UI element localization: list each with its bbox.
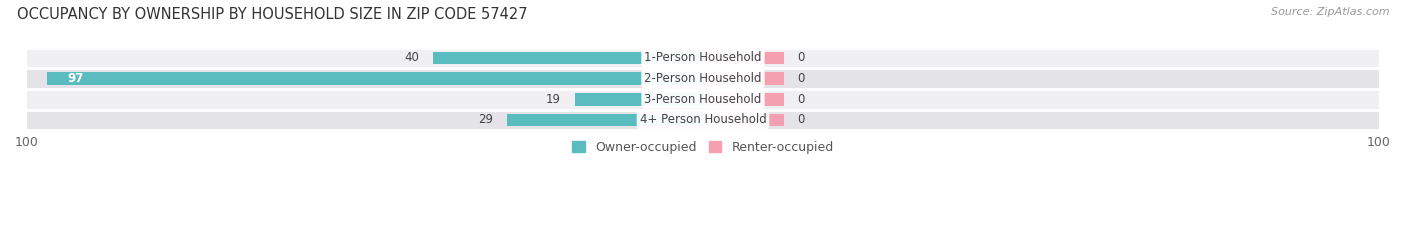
Text: OCCUPANCY BY OWNERSHIP BY HOUSEHOLD SIZE IN ZIP CODE 57427: OCCUPANCY BY OWNERSHIP BY HOUSEHOLD SIZE…	[17, 7, 527, 22]
Text: Source: ZipAtlas.com: Source: ZipAtlas.com	[1271, 7, 1389, 17]
Text: 0: 0	[797, 93, 806, 106]
Text: 2-Person Household: 2-Person Household	[644, 72, 762, 85]
Bar	[27, 48, 1379, 68]
Legend: Owner-occupied, Renter-occupied: Owner-occupied, Renter-occupied	[568, 136, 838, 159]
Bar	[27, 110, 1379, 130]
Bar	[27, 89, 1379, 110]
Text: 97: 97	[67, 72, 84, 85]
Text: 3-Person Household: 3-Person Household	[644, 93, 762, 106]
Text: 19: 19	[546, 93, 561, 106]
Text: 40: 40	[404, 51, 419, 65]
Text: 0: 0	[797, 51, 806, 65]
Text: 0: 0	[797, 113, 806, 127]
Bar	[433, 51, 703, 64]
Bar	[508, 113, 703, 126]
Text: 0: 0	[797, 72, 806, 85]
Text: 29: 29	[478, 113, 494, 127]
Text: 1-Person Household: 1-Person Household	[644, 51, 762, 65]
Bar	[27, 68, 1379, 89]
Bar	[575, 93, 703, 106]
Text: 4+ Person Household: 4+ Person Household	[640, 113, 766, 127]
Bar	[48, 72, 703, 85]
Bar	[703, 51, 785, 64]
Bar	[703, 72, 785, 85]
Bar	[703, 93, 785, 106]
Bar	[703, 113, 785, 126]
